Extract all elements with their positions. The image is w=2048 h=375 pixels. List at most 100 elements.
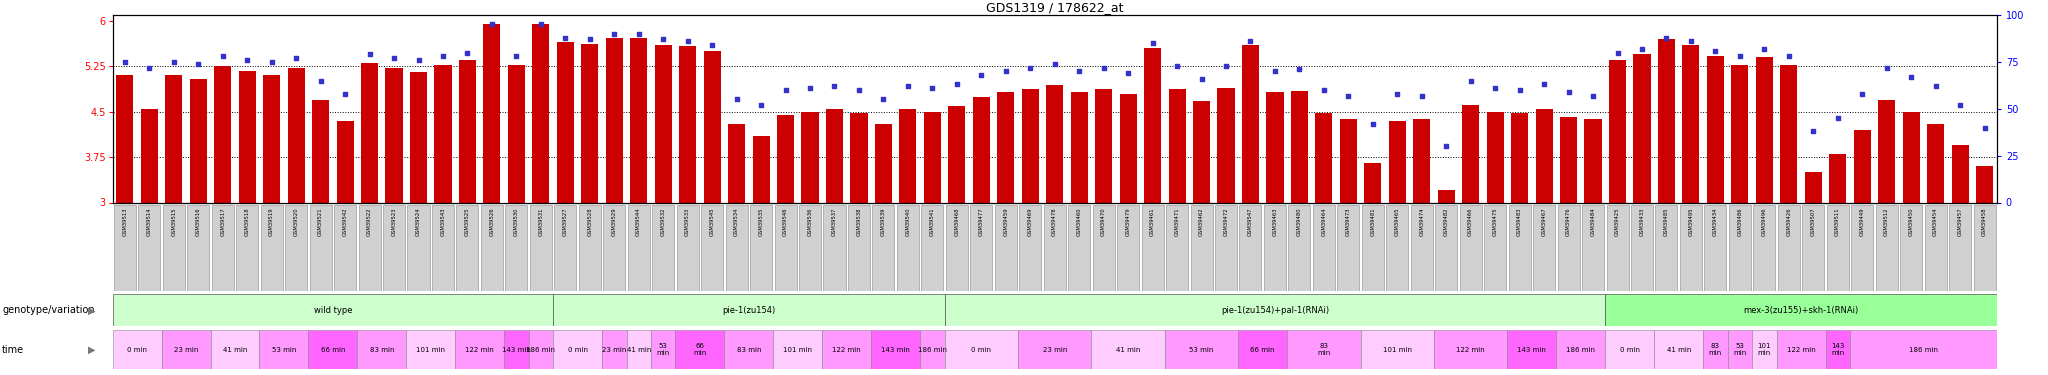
Bar (1485, 205, 1505, 291)
Bar (1069, 205, 1090, 291)
Bar (285, 205, 307, 291)
Point (1577, 93, 1610, 99)
Text: GSM39541: GSM39541 (930, 208, 934, 236)
Text: 23 min: 23 min (602, 346, 627, 352)
Point (1944, 102, 1976, 108)
Text: wild type: wild type (313, 306, 352, 315)
Bar (944, 330, 1018, 369)
Bar (432, 205, 455, 291)
Text: 53 min: 53 min (272, 346, 297, 352)
Bar (1802, 205, 1825, 291)
Point (256, 59, 289, 65)
Bar (1165, 205, 1188, 291)
Text: 186 min: 186 min (918, 346, 946, 352)
Bar (1585, 119, 1602, 202)
Text: GSM39474: GSM39474 (1419, 208, 1423, 236)
Bar (383, 205, 406, 291)
Text: 0 min: 0 min (1620, 346, 1640, 352)
Bar (1288, 330, 1360, 369)
Text: GSM39514: GSM39514 (147, 208, 152, 236)
Text: GSM39524: GSM39524 (416, 208, 422, 236)
Text: 143 min: 143 min (881, 346, 909, 352)
Bar (1606, 330, 1655, 369)
Text: GSM39467: GSM39467 (1542, 208, 1546, 236)
Point (647, 36, 680, 42)
Point (745, 102, 778, 108)
Bar (1434, 330, 1507, 369)
Bar (504, 330, 528, 369)
Bar (532, 24, 549, 202)
Bar (410, 72, 428, 202)
Bar (1337, 205, 1360, 291)
Bar (162, 205, 184, 291)
Point (1405, 93, 1438, 99)
Point (1968, 124, 2001, 130)
Bar (1241, 45, 1260, 203)
Bar (924, 112, 940, 202)
Bar (506, 205, 528, 291)
Text: 186 min: 186 min (526, 346, 555, 352)
Bar (1214, 205, 1237, 291)
Bar (1165, 330, 1239, 369)
Point (1479, 85, 1511, 91)
Bar (311, 100, 330, 202)
Bar (1266, 92, 1284, 202)
Bar (528, 330, 553, 369)
Point (1870, 64, 1903, 70)
Bar (1264, 205, 1286, 291)
Bar (1630, 205, 1653, 291)
Bar (1096, 89, 1112, 202)
Point (1161, 63, 1194, 69)
Bar (1094, 205, 1114, 291)
Bar (606, 38, 623, 203)
Point (1210, 63, 1243, 69)
Bar (553, 294, 944, 326)
Bar (1878, 100, 1894, 202)
Point (866, 96, 899, 102)
Bar (750, 205, 772, 291)
Text: GSM39460: GSM39460 (1077, 208, 1081, 236)
Bar (1704, 330, 1729, 369)
Bar (530, 205, 551, 291)
Text: 41 min: 41 min (627, 346, 651, 352)
Point (1503, 87, 1536, 93)
Bar (1559, 205, 1579, 291)
Text: 0 min: 0 min (971, 346, 991, 352)
Bar (655, 45, 672, 203)
Point (207, 53, 240, 59)
Bar (162, 330, 211, 369)
Text: GSM39459: GSM39459 (1004, 208, 1008, 236)
Point (1821, 115, 1853, 121)
Bar (309, 330, 356, 369)
Text: GSM39465: GSM39465 (1395, 208, 1399, 236)
Text: GSM39537: GSM39537 (831, 208, 838, 236)
Bar (360, 63, 379, 202)
Text: GSM39458: GSM39458 (1982, 208, 1987, 236)
Point (1235, 38, 1268, 44)
Text: GSM39532: GSM39532 (662, 208, 666, 236)
Bar (848, 205, 870, 291)
Text: GSM39547: GSM39547 (1247, 208, 1253, 236)
Text: GSM39426: GSM39426 (1786, 208, 1792, 236)
Text: GSM39513: GSM39513 (123, 208, 127, 236)
Bar (752, 136, 770, 202)
Text: 122 min: 122 min (465, 346, 494, 352)
Text: GSM39466: GSM39466 (1468, 208, 1473, 236)
Bar (1120, 94, 1137, 202)
Bar (115, 205, 135, 291)
Point (1063, 68, 1096, 74)
Bar (874, 124, 893, 202)
Text: GSM39425: GSM39425 (1616, 208, 1620, 236)
Point (158, 59, 190, 65)
Point (573, 36, 606, 42)
Point (1380, 91, 1413, 97)
Bar (801, 112, 819, 202)
Bar (1386, 205, 1409, 291)
Bar (1339, 119, 1358, 202)
Text: GSM39480: GSM39480 (1296, 208, 1303, 236)
Title: GDS1319 / 178622_at: GDS1319 / 178622_at (985, 1, 1124, 14)
Text: 66 min: 66 min (322, 346, 346, 352)
Bar (557, 42, 573, 203)
Bar (776, 115, 795, 202)
Bar (1511, 113, 1528, 202)
